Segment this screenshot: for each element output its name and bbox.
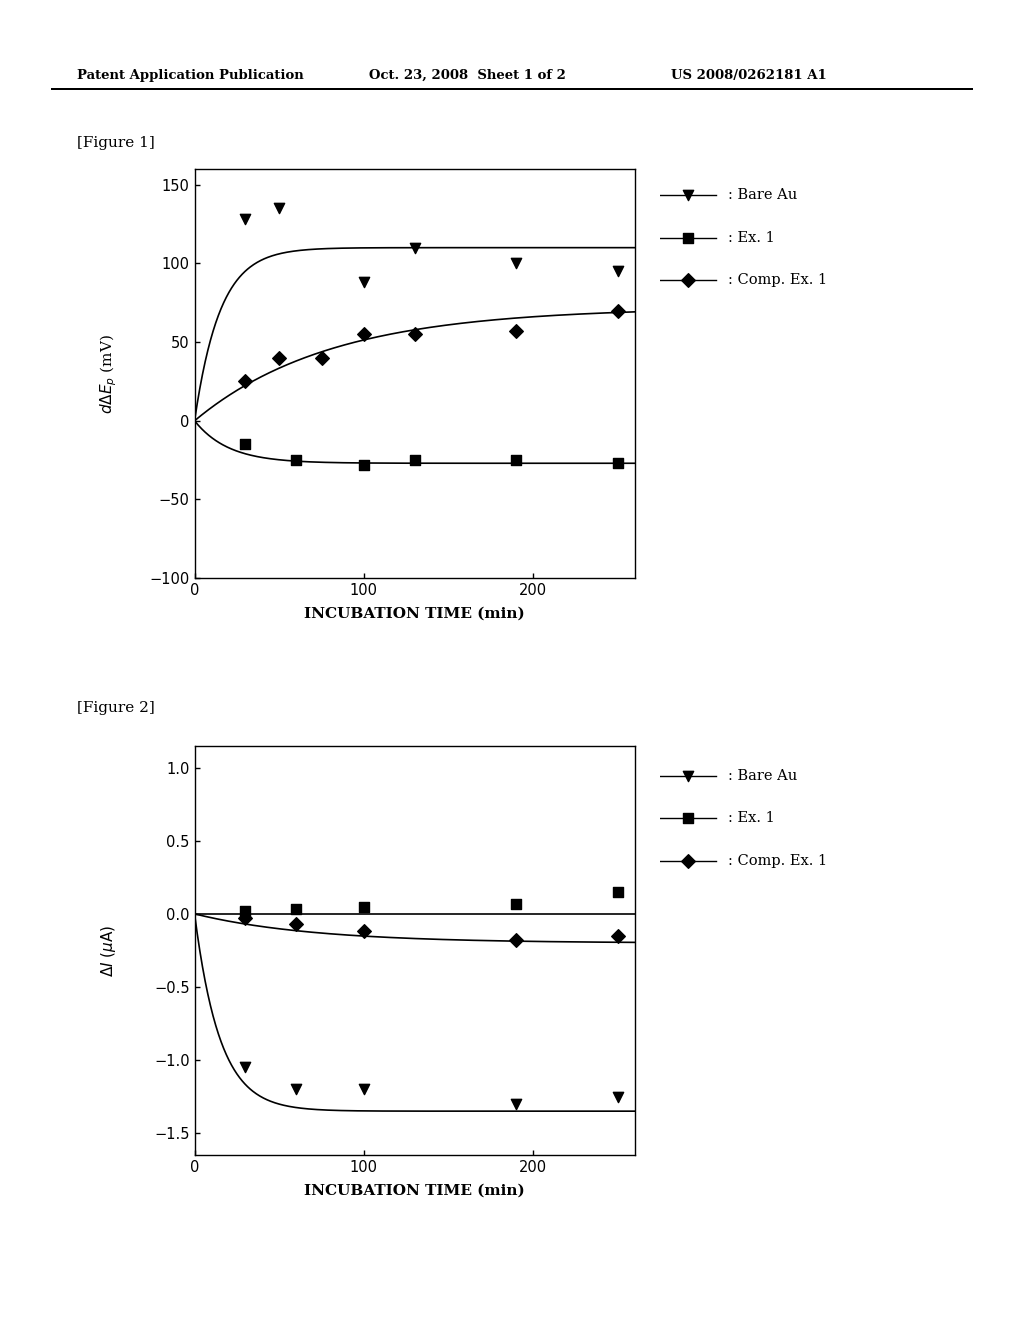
Point bbox=[680, 766, 696, 787]
Point bbox=[288, 899, 304, 920]
Text: US 2008/0262181 A1: US 2008/0262181 A1 bbox=[671, 69, 826, 82]
Point bbox=[680, 850, 696, 871]
Point bbox=[355, 921, 372, 942]
Point bbox=[238, 434, 254, 455]
Text: : Bare Au: : Bare Au bbox=[728, 770, 798, 783]
Point bbox=[355, 896, 372, 917]
X-axis label: INCUBATION TIME (min): INCUBATION TIME (min) bbox=[304, 1183, 525, 1197]
Point bbox=[508, 253, 524, 275]
Point bbox=[407, 323, 423, 345]
Point bbox=[680, 227, 696, 248]
Point bbox=[609, 1086, 626, 1107]
Point bbox=[609, 925, 626, 946]
Point bbox=[288, 913, 304, 935]
Point bbox=[680, 185, 696, 206]
Text: : Bare Au: : Bare Au bbox=[728, 189, 798, 202]
Text: Patent Application Publication: Patent Application Publication bbox=[77, 69, 303, 82]
Text: [Figure 1]: [Figure 1] bbox=[77, 136, 155, 149]
Point bbox=[609, 882, 626, 903]
Point bbox=[238, 908, 254, 929]
Text: : Ex. 1: : Ex. 1 bbox=[728, 812, 775, 825]
Point bbox=[508, 450, 524, 471]
Point bbox=[508, 1093, 524, 1114]
Point bbox=[407, 450, 423, 471]
Point bbox=[508, 321, 524, 342]
Point bbox=[355, 272, 372, 293]
Point bbox=[609, 260, 626, 281]
Point bbox=[271, 198, 288, 219]
Point bbox=[680, 269, 696, 290]
Point bbox=[288, 450, 304, 471]
Text: $\Delta I\ (\mu\mathrm{A})$: $\Delta I\ (\mu\mathrm{A})$ bbox=[99, 924, 118, 977]
Text: : Comp. Ex. 1: : Comp. Ex. 1 bbox=[728, 273, 827, 286]
Point bbox=[355, 1078, 372, 1100]
Text: Oct. 23, 2008  Sheet 1 of 2: Oct. 23, 2008 Sheet 1 of 2 bbox=[369, 69, 565, 82]
Text: $d\Delta E_p$ (mV): $d\Delta E_p$ (mV) bbox=[98, 334, 119, 413]
Text: : Comp. Ex. 1: : Comp. Ex. 1 bbox=[728, 854, 827, 867]
Point bbox=[238, 900, 254, 921]
Point bbox=[680, 808, 696, 829]
Point bbox=[313, 347, 330, 368]
Point bbox=[407, 238, 423, 259]
Point bbox=[238, 1057, 254, 1078]
Point bbox=[238, 209, 254, 230]
Point bbox=[508, 929, 524, 950]
X-axis label: INCUBATION TIME (min): INCUBATION TIME (min) bbox=[304, 606, 525, 620]
Point bbox=[508, 894, 524, 915]
Point bbox=[355, 454, 372, 475]
Text: : Ex. 1: : Ex. 1 bbox=[728, 231, 775, 244]
Point bbox=[609, 453, 626, 474]
Point bbox=[288, 1078, 304, 1100]
Point bbox=[271, 347, 288, 368]
Point bbox=[355, 323, 372, 345]
Text: [Figure 2]: [Figure 2] bbox=[77, 701, 155, 714]
Point bbox=[609, 300, 626, 321]
Point bbox=[238, 371, 254, 392]
